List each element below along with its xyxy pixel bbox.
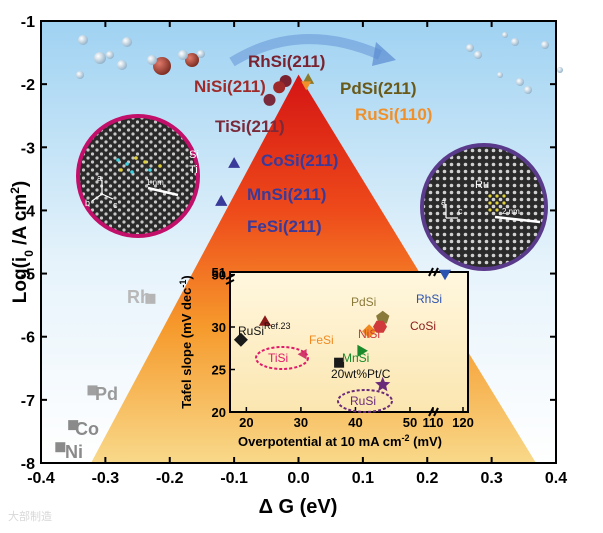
micrograph-left-si-label: Si — [189, 149, 199, 161]
inset-y-tick-label: 30 — [212, 320, 226, 335]
x-tick-label: 0.0 — [287, 470, 309, 487]
water-molecules-decoration — [76, 32, 563, 94]
watermark: 大部制造 — [8, 509, 52, 523]
y-axis-title: Log(i0 /A cm2) — [8, 181, 36, 303]
inset-label-nisi: NiSi — [358, 327, 380, 341]
inset-point-nisi — [373, 320, 387, 333]
micrograph-right-axis-c: c — [458, 206, 463, 216]
label-tisi: TiSi(211) — [215, 117, 285, 136]
inset-x-axis-title: Overpotential at 10 mA cm-2 (mV) — [238, 433, 442, 449]
label-mnsi: MnSi(211) — [247, 185, 326, 204]
point-rusi-110 — [301, 81, 312, 91]
label-pdsi: PdSi(211) — [340, 79, 417, 98]
micrograph-left-axis-c: c — [113, 200, 118, 210]
x-tick-label: -0.2 — [156, 470, 184, 487]
inset-tisi-highlight — [255, 346, 309, 370]
inset-x-tick-label: 30 — [294, 415, 308, 430]
inset-x-tick-label: 40 — [348, 415, 362, 430]
label-fesi: FeSi(211) — [247, 217, 322, 236]
inset-label-tisi: TiSi — [268, 351, 288, 365]
inset-point-rhsi — [438, 269, 452, 281]
inset-y-tick-label: 51 — [212, 265, 226, 280]
micrograph-left-axis-b: b — [85, 198, 90, 208]
x-tick-label: -0.1 — [220, 470, 248, 487]
reaction-arrowhead — [372, 42, 396, 66]
point-tisi-211 — [263, 93, 276, 106]
micrograph-left-ti-label: Ti — [189, 164, 198, 176]
point-ni — [55, 442, 66, 453]
label-cosi: CoSi(211) — [261, 151, 338, 170]
inset-point-rusi-star — [375, 376, 391, 392]
inset-y-tick-label: 50 — [212, 268, 226, 283]
inset-axis-breaks — [225, 267, 439, 417]
inset-x-tick-label: 50 — [403, 415, 417, 430]
inset-label-cosi: CoSi — [410, 319, 436, 333]
label-co: Co — [75, 419, 99, 439]
y-tick-label: -2 — [21, 77, 35, 94]
inset-x-tick-label: 110 — [423, 415, 444, 430]
point-co — [68, 420, 79, 431]
inset-y-tick-label: 25 — [212, 363, 226, 378]
point-rh — [145, 293, 156, 304]
y-tick-label: -4 — [21, 203, 35, 220]
point-pd — [87, 385, 98, 396]
point-fesi-211 — [215, 194, 228, 206]
micrograph-right-scalebar-label: 2 nm — [502, 207, 520, 216]
point-cosi-211 — [228, 157, 241, 168]
inset-point-20wt-pt-c — [334, 357, 345, 368]
inset-label-ptc: 20wt%Pt/C — [331, 367, 391, 381]
x-tick-label: -0.4 — [27, 470, 55, 487]
label-rusi-110: RuSi(110) — [355, 105, 432, 124]
micrograph-right — [420, 143, 548, 271]
inset-y-axis-title: Tafel slope (mV dec-1) — [178, 275, 194, 409]
micrograph-left — [76, 114, 200, 238]
inset-frame — [229, 271, 469, 413]
micrograph-right-axis-a: a — [441, 197, 446, 207]
y-tick-label: -3 — [21, 140, 35, 157]
micrograph-left-axis-a: a — [97, 173, 102, 183]
point-pdsi-211 — [302, 73, 315, 84]
x-tick-label: 0.4 — [545, 470, 567, 487]
x-tick-label: 0.1 — [352, 470, 374, 487]
inset-y-tick-label: 20 — [212, 405, 226, 420]
inset-point-mnsi — [357, 344, 368, 357]
label-rh: Rh — [127, 287, 151, 307]
inset-point-cosi — [258, 315, 272, 326]
inset-point-fesi — [362, 324, 377, 339]
y-tick-label: -8 — [21, 456, 35, 473]
y-tick-label: -7 — [21, 393, 35, 410]
inset-point-pdsi — [376, 310, 390, 324]
inset-label-rusi: RuSi — [350, 394, 376, 408]
inset-label-pdsi: PdSi — [351, 295, 376, 309]
reaction-arrow — [229, 34, 383, 67]
label-rhsi: RhSi(211) — [248, 52, 325, 71]
inset-rusi-highlight — [337, 389, 393, 413]
label-pd: Pd — [95, 384, 118, 404]
y-tick-label: -5 — [21, 267, 35, 284]
inset-point-rusi — [233, 332, 248, 347]
inset-label-mnsi: MnSi — [342, 351, 369, 365]
x-axis-title: Δ G (eV) — [259, 496, 338, 518]
micrograph-right-ru-label: Ru — [475, 179, 489, 191]
x-tick-label: -0.3 — [92, 470, 120, 487]
y-tick-label: -1 — [21, 14, 35, 31]
inset-x-tick-label: 120 — [452, 415, 474, 430]
inset-label-rusi-ref: RuSiRef.23 — [238, 321, 291, 338]
inset-x-tick-label: 20 — [239, 415, 253, 430]
x-tick-label: 0.3 — [481, 470, 503, 487]
label-ni: Ni — [65, 442, 83, 462]
label-nisi: NiSi(211) — [194, 77, 266, 96]
y-tick-label: -6 — [21, 330, 35, 347]
point-nisi-211 — [273, 81, 286, 94]
inset-label-fesi: FeSi — [309, 333, 334, 347]
inset-label-rhsi: RhSi — [416, 292, 442, 306]
micrograph-left-scalebar-label: 1 nm — [146, 178, 164, 187]
x-tick-label: 0.2 — [416, 470, 438, 487]
